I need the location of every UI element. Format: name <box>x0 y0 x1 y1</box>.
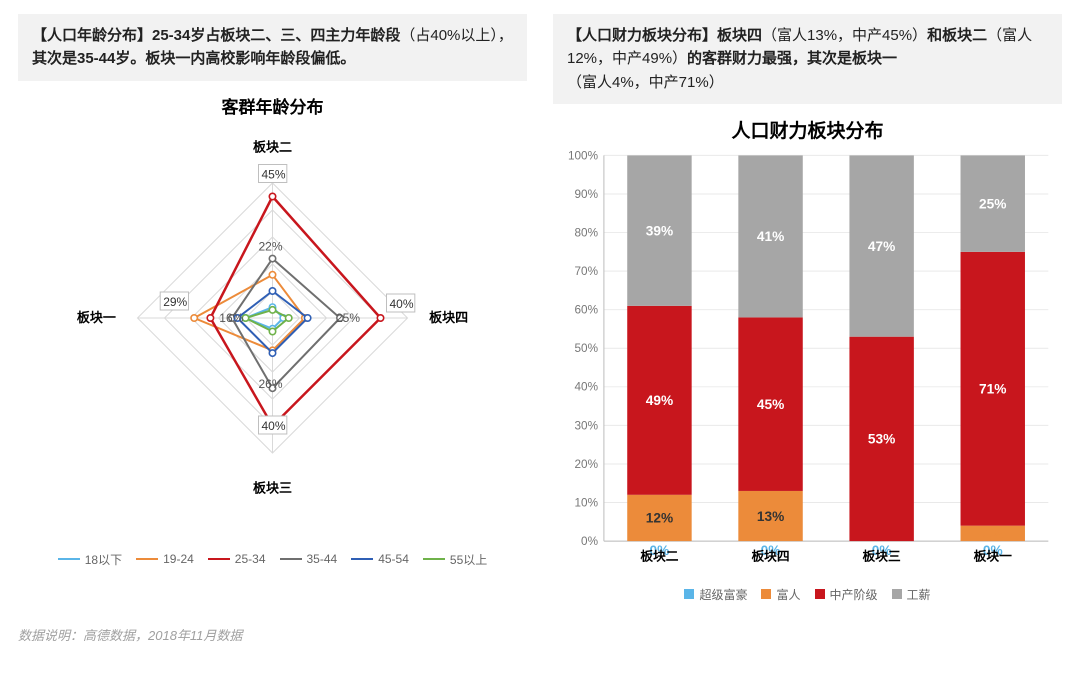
svg-text:45%: 45% <box>757 397 784 412</box>
bar-legend: 超级富豪富人中产阶级工薪 <box>553 586 1062 603</box>
svg-text:45%: 45% <box>262 167 286 181</box>
svg-text:板块四: 板块四 <box>429 310 468 325</box>
svg-text:49%: 49% <box>646 393 673 408</box>
svg-text:100%: 100% <box>568 149 599 162</box>
svg-text:0%: 0% <box>581 535 599 548</box>
svg-text:板块三: 板块三 <box>253 480 292 495</box>
legend-item: 富人 <box>761 586 800 603</box>
svg-text:71%: 71% <box>979 381 1006 396</box>
legend-item: 55以上 <box>423 551 487 568</box>
svg-text:39%: 39% <box>646 223 673 238</box>
svg-text:29%: 29% <box>163 295 187 309</box>
svg-text:板块三: 板块三 <box>863 548 901 563</box>
stacked-bar-chart: 0%10%20%30%40%50%60%70%80%90%100%0%12%49… <box>553 145 1062 575</box>
legend-item: 45-54 <box>351 551 409 568</box>
svg-text:41%: 41% <box>757 229 784 244</box>
svg-text:30%: 30% <box>575 419 599 432</box>
svg-text:40%: 40% <box>390 297 414 311</box>
svg-text:70%: 70% <box>575 265 599 278</box>
legend-item: 工薪 <box>892 586 931 603</box>
radar-legend: 18以下 19-24 25-34 35-44 45-54 55以上 <box>18 551 527 568</box>
legend-item: 19-24 <box>136 551 194 568</box>
svg-text:12%: 12% <box>646 510 673 525</box>
radar-chart: 板块二板块四板块三 板块一 45% 22% 40% 25% 40% 26% 29% 16% <box>18 120 527 540</box>
svg-text:53%: 53% <box>868 431 895 446</box>
svg-text:40%: 40% <box>262 419 286 433</box>
footnote: 数据说明：高德数据，2018年11月数据 <box>18 625 1062 644</box>
svg-text:25%: 25% <box>979 196 1006 211</box>
svg-text:板块一: 板块一 <box>974 548 1012 563</box>
svg-text:22%: 22% <box>259 239 283 253</box>
svg-text:10%: 10% <box>575 496 599 509</box>
svg-text:26%: 26% <box>259 377 283 391</box>
svg-text:50%: 50% <box>575 342 599 355</box>
svg-text:40%: 40% <box>575 380 599 393</box>
legend-item: 18以下 <box>58 551 122 568</box>
right-headline: 【人口财力板块分布】板块四（富人13%，中产45%）和板块二（富人12%，中产4… <box>553 14 1062 104</box>
svg-text:16%: 16% <box>219 311 243 325</box>
legend-item: 超级富豪 <box>684 586 747 603</box>
svg-text:4%: 4% <box>983 527 1003 542</box>
svg-text:60%: 60% <box>575 303 599 316</box>
legend-item: 25-34 <box>208 551 266 568</box>
svg-text:90%: 90% <box>575 188 599 201</box>
radar-title: 客群年龄分布 <box>18 93 527 118</box>
svg-text:板块四: 板块四 <box>751 548 789 563</box>
svg-text:板块二: 板块二 <box>640 548 678 563</box>
legend-item: 35-44 <box>280 551 338 568</box>
svg-text:25%: 25% <box>336 311 360 325</box>
left-headline: 【人口年龄分布】25-34岁占板块二、三、四主力年龄段（占40%以上），其次是3… <box>18 14 527 81</box>
svg-text:板块二: 板块二 <box>253 139 292 154</box>
svg-text:80%: 80% <box>575 226 599 239</box>
svg-text:20%: 20% <box>575 458 599 471</box>
bar-title: 人口财力板块分布 <box>553 116 1062 143</box>
svg-text:13%: 13% <box>757 509 784 524</box>
svg-text:47%: 47% <box>868 239 895 254</box>
svg-text:板块一: 板块一 <box>77 310 116 325</box>
legend-item: 中产阶级 <box>815 586 878 603</box>
